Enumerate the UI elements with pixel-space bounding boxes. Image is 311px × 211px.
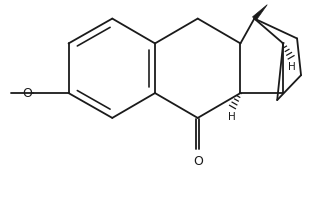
Text: O: O: [22, 87, 32, 100]
Text: H: H: [228, 112, 235, 122]
Text: O: O: [193, 155, 203, 168]
Text: H: H: [288, 62, 296, 72]
Polygon shape: [253, 5, 267, 20]
